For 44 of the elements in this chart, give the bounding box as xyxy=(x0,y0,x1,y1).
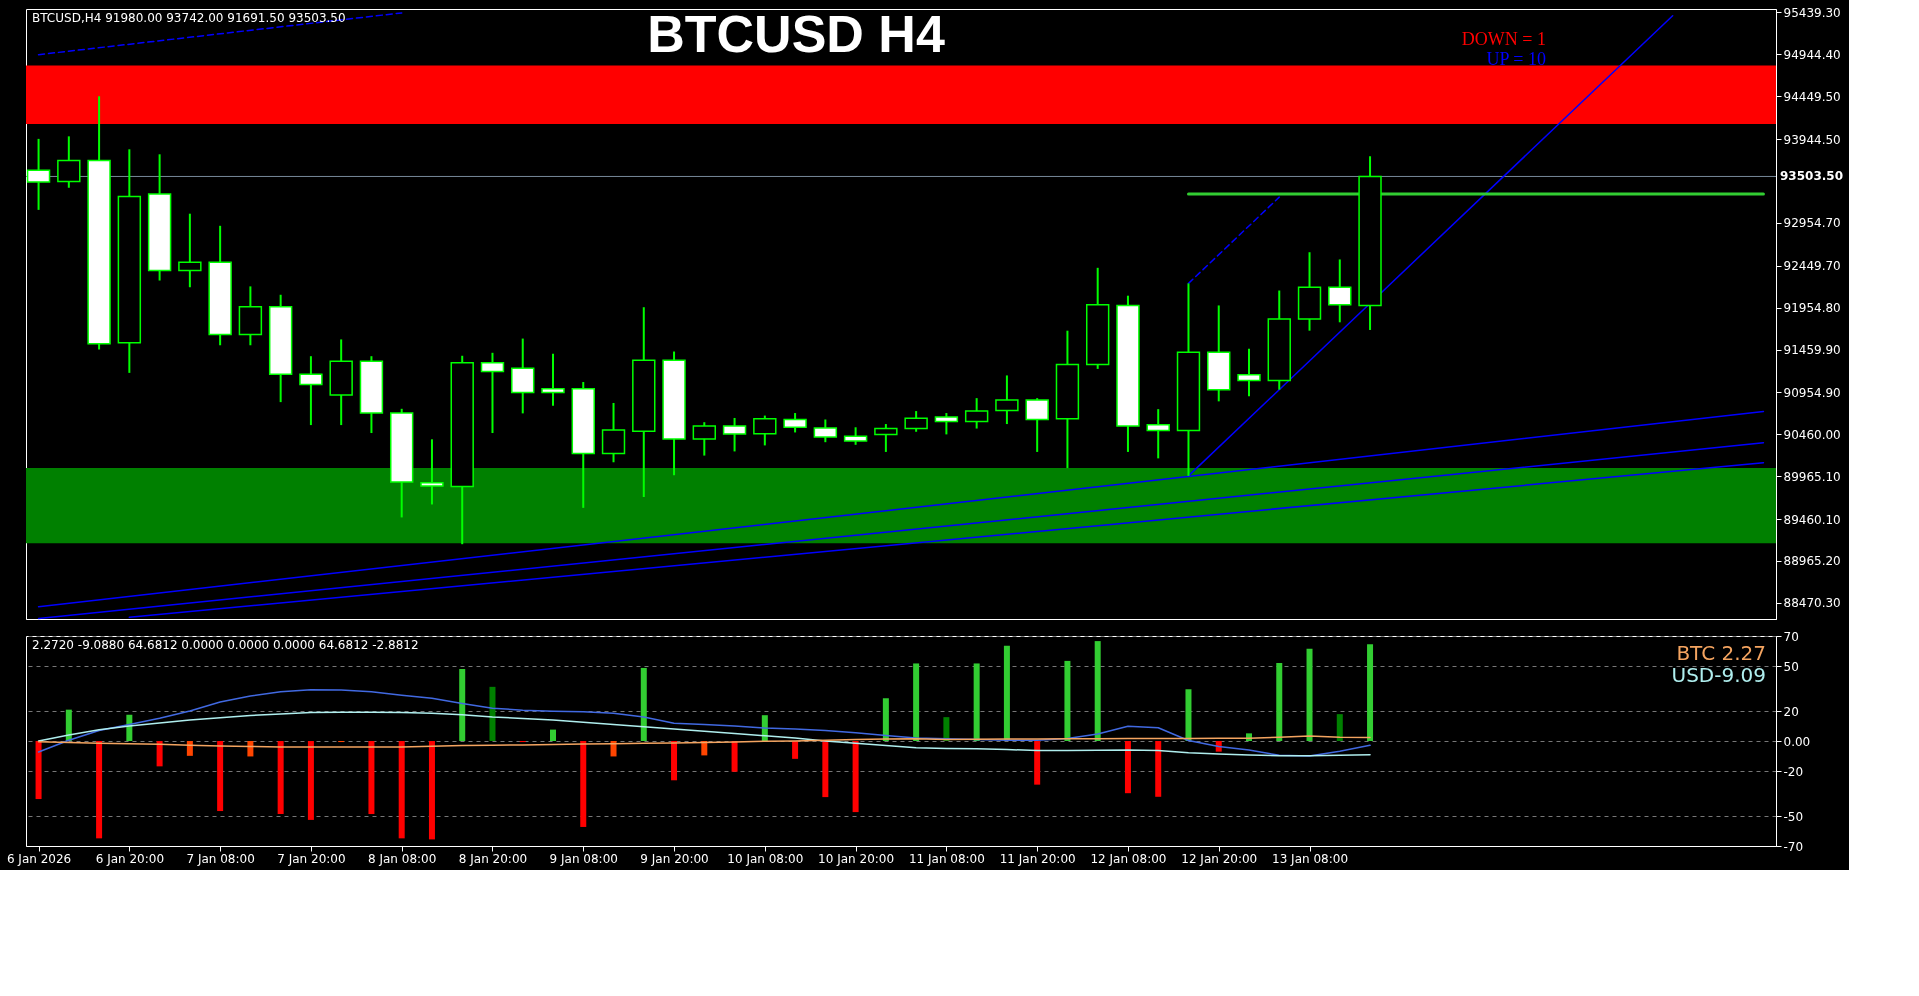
y-tick-label: 89965.10 xyxy=(1783,469,1841,484)
x-tick-label: 8 Jan 08:00 xyxy=(368,851,437,866)
x-tick-label: 10 Jan 20:00 xyxy=(818,851,895,866)
x-tick-label: 9 Jan 20:00 xyxy=(640,851,709,866)
y-tick-label: 90460.00 xyxy=(1783,427,1841,442)
y-tick-label: -50 xyxy=(1783,809,1804,824)
x-tick-label: 7 Jan 20:00 xyxy=(277,851,346,866)
y-tick-label: 95439.30 xyxy=(1783,5,1841,20)
x-tick-label: 11 Jan 20:00 xyxy=(999,851,1076,866)
y-tick-label: 0.00 xyxy=(1783,734,1811,749)
y-tick-label: 50 xyxy=(1783,659,1799,674)
y-tick-label: 93944.50 xyxy=(1783,132,1841,147)
annotation: BTCUSD,H4 91980.00 93742.00 91691.50 93503.50 xyxy=(32,11,346,25)
y-tick-label: 91954.80 xyxy=(1783,301,1841,316)
x-tick-label: 12 Jan 08:00 xyxy=(1090,851,1167,866)
y-tick-label: 94449.50 xyxy=(1783,89,1841,104)
x-tick-label: 9 Jan 08:00 xyxy=(549,851,618,866)
x-tick-label: 7 Jan 08:00 xyxy=(186,851,255,866)
x-tick-label: 6 Jan 20:00 xyxy=(95,851,165,866)
x-tick-label: 11 Jan 08:00 xyxy=(908,851,985,866)
annotation: UP = 10 xyxy=(1486,49,1546,69)
y-tick-label: -70 xyxy=(1783,839,1804,854)
x-tick-label: 10 Jan 08:00 xyxy=(727,851,804,866)
x-tick-label: 8 Jan 20:00 xyxy=(458,851,528,866)
y-tick-label: 94944.40 xyxy=(1783,47,1841,62)
y-tick-label: 88470.30 xyxy=(1783,596,1841,611)
y-tick-label: 92954.70 xyxy=(1783,216,1841,231)
x-tick-label: 12 Jan 20:00 xyxy=(1181,851,1258,866)
y-tick-label: 90954.90 xyxy=(1783,385,1841,400)
y-tick-label: 92449.70 xyxy=(1783,259,1841,274)
annotation: USD-9.09 xyxy=(1671,663,1766,687)
y-tick-label: 70 xyxy=(1783,629,1799,644)
x-tick-label: 13 Jan 08:00 xyxy=(1272,851,1349,866)
ref-line-label: 93503.50 xyxy=(1780,169,1844,184)
annotation: DOWN = 1 xyxy=(1461,29,1546,49)
annotation: 2.2720 -9.0880 64.6812 0.0000 0.0000 0.0000 64.6812 -2.8812 xyxy=(32,638,419,652)
y-tick-label: 89460.10 xyxy=(1783,512,1841,527)
chart-title: BTCUSD H4 xyxy=(647,5,945,63)
x-tick-label: 6 Jan 2026 xyxy=(6,851,72,866)
annotation: BTC 2.27 xyxy=(1676,641,1766,665)
y-tick-label: 91459.90 xyxy=(1783,343,1841,358)
y-tick-label: -20 xyxy=(1783,764,1804,779)
y-tick-label: 20 xyxy=(1783,704,1799,719)
y-tick-label: 88965.20 xyxy=(1783,554,1841,569)
